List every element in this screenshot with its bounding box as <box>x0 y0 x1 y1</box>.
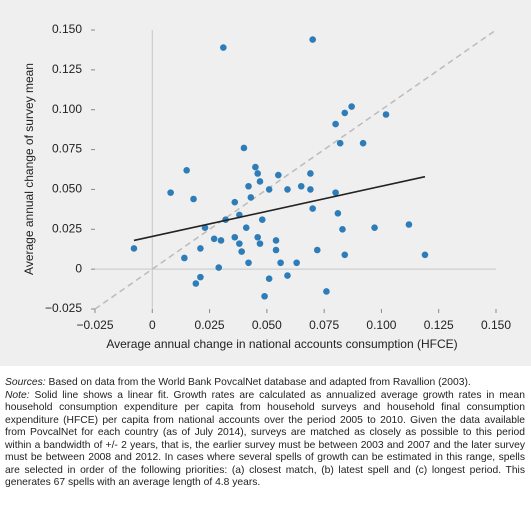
y-tick-label: 0.075 <box>52 142 82 156</box>
point <box>421 251 429 259</box>
point <box>247 194 255 201</box>
point <box>197 273 204 281</box>
point <box>265 186 273 193</box>
point <box>277 259 284 267</box>
point <box>210 235 218 243</box>
y-tick-label: 0.150 <box>52 22 82 36</box>
point <box>334 210 342 217</box>
point <box>307 170 314 177</box>
chart-panel <box>0 0 531 366</box>
point <box>323 288 330 295</box>
x-axis-title: Average annual change in national accoun… <box>106 337 457 351</box>
y-tick-label: 0 <box>75 261 82 275</box>
y-axis-title: Average annual change of survey mean <box>22 63 36 275</box>
point <box>256 178 264 185</box>
point <box>332 120 339 128</box>
sources-label: Sources: <box>5 377 46 388</box>
point <box>181 254 188 262</box>
point <box>382 111 390 118</box>
point <box>183 166 190 174</box>
point <box>236 240 243 247</box>
point <box>261 292 268 300</box>
point <box>339 225 346 233</box>
point <box>284 186 291 193</box>
y-tick-label: 0.025 <box>52 221 82 235</box>
point <box>258 216 266 224</box>
x-tick-label: 0.150 <box>481 318 511 332</box>
point <box>359 139 367 147</box>
point <box>252 163 259 171</box>
point <box>284 272 291 279</box>
point <box>215 264 223 271</box>
point <box>405 221 413 228</box>
point <box>167 189 174 196</box>
point <box>341 109 349 117</box>
x-tick-label: 0.100 <box>366 318 396 332</box>
diagonal <box>94 29 497 310</box>
point <box>231 198 239 206</box>
y-tick-label: 0.050 <box>52 182 82 196</box>
point <box>265 275 273 283</box>
point <box>332 189 339 196</box>
point <box>231 233 239 241</box>
x-tick-label: 0 <box>149 318 156 332</box>
point <box>192 280 200 287</box>
y-tick-label: 0.125 <box>52 62 82 76</box>
note-text: Solid line shows a linear fit. Growth ra… <box>5 389 525 489</box>
x-tick-label: 0.075 <box>309 318 339 332</box>
point <box>297 182 305 190</box>
point <box>254 233 261 241</box>
point <box>275 171 282 179</box>
point <box>130 245 138 252</box>
y-tick-label: −0.025 <box>45 301 82 315</box>
x-tick-label: 0.050 <box>252 318 282 332</box>
point <box>254 170 261 177</box>
point <box>197 245 204 252</box>
notes: Sources: Based on data from the World Ba… <box>5 377 525 490</box>
sources-text: Based on data from the World Bank Povcal… <box>45 377 471 388</box>
point <box>217 237 225 244</box>
point <box>272 237 280 244</box>
point <box>341 251 349 259</box>
point <box>245 182 252 190</box>
point <box>313 246 321 254</box>
point <box>336 139 344 147</box>
y-tick-label: 0.100 <box>52 102 82 116</box>
point <box>307 186 314 193</box>
x-tick-label: 0.125 <box>424 318 454 332</box>
point <box>348 103 355 110</box>
point <box>240 144 248 152</box>
point <box>309 205 316 212</box>
x-tick-label: 0.025 <box>195 318 225 332</box>
point <box>245 259 252 267</box>
point <box>220 44 227 51</box>
point <box>256 240 264 247</box>
fit-line <box>133 175 426 242</box>
point <box>238 248 245 255</box>
x-tick-label: −0.025 <box>76 318 113 332</box>
point <box>293 259 300 267</box>
point <box>309 36 316 43</box>
chart: Average annual change in national accoun… <box>22 22 511 351</box>
point <box>371 224 378 231</box>
point <box>272 246 280 254</box>
point <box>190 195 197 203</box>
point <box>242 224 250 231</box>
note-label: Note: <box>5 389 30 401</box>
